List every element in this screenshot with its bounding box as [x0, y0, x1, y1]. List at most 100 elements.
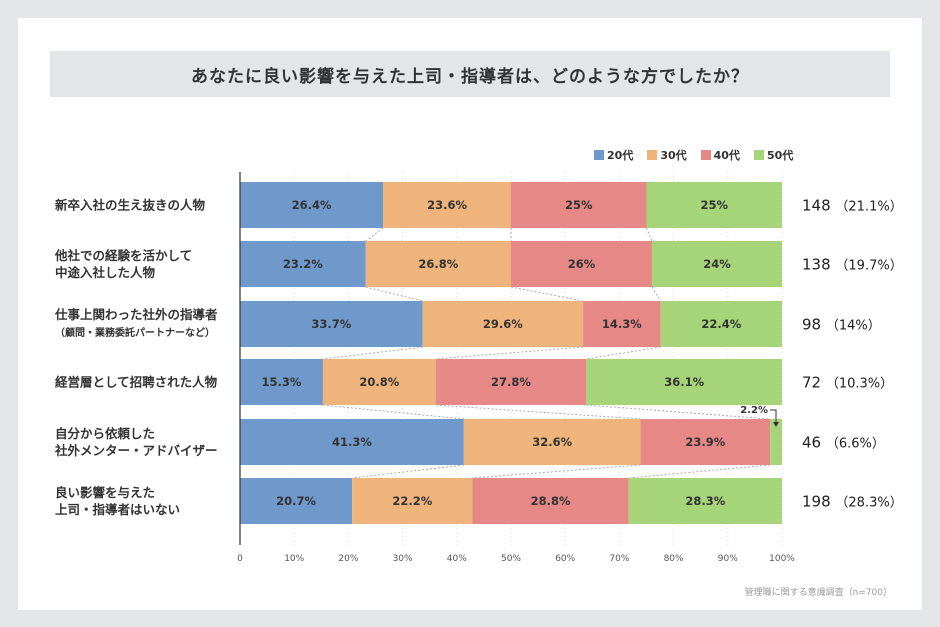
- connector-line: [472, 464, 641, 479]
- bar-segment: [240, 301, 423, 347]
- annotation-arrow: [770, 409, 777, 425]
- category-label: 他社での経験を活かして 中途入社した人物: [55, 248, 193, 280]
- legend: 20代 30代 40代 50代: [594, 147, 793, 163]
- legend-item: 50代: [753, 147, 794, 163]
- legend-item: 20代: [594, 147, 633, 163]
- bar-segment: [365, 241, 511, 287]
- data-label: 41.3%: [332, 435, 372, 449]
- connector-line: [435, 346, 584, 360]
- bar-segment: [628, 478, 782, 524]
- legend-swatch: [700, 150, 711, 160]
- category-total: 72 （10.3%）: [802, 373, 894, 392]
- x-tick-label: 0: [237, 554, 243, 564]
- data-label: 32.6%: [532, 435, 572, 449]
- legend-label: 50代: [766, 149, 794, 162]
- bar-segment: [651, 241, 782, 287]
- data-label: 27.8%: [491, 375, 531, 389]
- category-total: 198 （28.3%）: [802, 492, 903, 511]
- bar-segment: [660, 301, 782, 347]
- category-label: 仕事上関わった社外の指導者 （顧問・業務委託パートナーなど）: [55, 307, 218, 339]
- x-tick-label: 20%: [338, 554, 358, 564]
- data-label: 26.4%: [292, 198, 332, 212]
- connector-line: [365, 286, 423, 302]
- data-label: 33.7%: [311, 317, 351, 331]
- category-total: 148 （21.1%）: [802, 196, 903, 215]
- bar-segment: [322, 359, 436, 405]
- connector-line: [322, 404, 464, 420]
- data-label: 20.8%: [359, 375, 399, 389]
- bar-segment: [240, 419, 464, 465]
- data-label: 29.6%: [483, 317, 523, 331]
- data-label: 26%: [568, 257, 596, 271]
- bar-segment: [583, 301, 661, 347]
- data-label: 28.8%: [531, 494, 571, 508]
- x-tick-label: 30%: [393, 554, 413, 564]
- legend-swatch: [594, 150, 604, 160]
- bar-segment: [352, 478, 473, 524]
- legend-label: 40代: [713, 149, 740, 162]
- connector-line: [586, 346, 661, 360]
- legend-item: 40代: [700, 147, 740, 163]
- category-total: 138 （19.7%）: [802, 255, 903, 274]
- bar-segment: [646, 182, 782, 228]
- x-tick-label: 50%: [501, 554, 521, 564]
- legend-swatch: [753, 150, 764, 160]
- x-tick-label: 80%: [664, 554, 684, 564]
- chart-title: あなたに良い影響を与えた上司・指導者は、どのような方でしたか？: [50, 51, 890, 97]
- legend-swatch: [647, 150, 658, 160]
- data-label: 36.1%: [664, 375, 704, 389]
- connector-line: [651, 286, 662, 302]
- data-label: 15.3%: [262, 375, 302, 389]
- category-label: 経営層として招聘された人物: [55, 374, 218, 390]
- bar-segment: [511, 241, 652, 287]
- connector-line: [586, 404, 771, 420]
- data-label: 14.3%: [602, 317, 642, 331]
- source-note: 管理職に関する意識調査（n=700）: [744, 588, 892, 598]
- legend-item: 30代: [647, 147, 687, 163]
- connector-line: [365, 227, 384, 242]
- bar-segment: [240, 241, 366, 287]
- connector-line: [628, 464, 771, 479]
- category-label: 新卒入社の生え抜きの人物: [55, 197, 206, 213]
- data-label: 25%: [565, 198, 593, 212]
- bar-segment: [422, 301, 584, 347]
- x-tick-label: 90%: [718, 554, 738, 564]
- bar-segment: [463, 419, 641, 465]
- x-tick-label: 70%: [609, 554, 629, 564]
- x-tick-label: 40%: [447, 554, 467, 564]
- connector-line: [322, 346, 423, 360]
- bar-segment: [383, 182, 511, 228]
- data-label: 28.3%: [685, 494, 725, 508]
- data-label: 26.8%: [418, 257, 458, 271]
- x-tick-label: 100%: [769, 554, 795, 564]
- data-label: 2.2%: [740, 405, 768, 416]
- bar-segment: [770, 419, 782, 465]
- connector-line: [352, 464, 464, 479]
- connector-line: [510, 286, 584, 302]
- bar-segment: [511, 182, 647, 228]
- annotation-arrowhead: [773, 422, 779, 427]
- data-label: 23.2%: [283, 257, 323, 271]
- bar-segment: [472, 478, 629, 524]
- x-tick-label: 60%: [555, 554, 575, 564]
- connector-line: [646, 227, 653, 242]
- bar-segment: [240, 182, 384, 228]
- data-label: 22.2%: [392, 494, 432, 508]
- category-total: 46 （6.6%）: [802, 433, 885, 452]
- bar-segment: [435, 359, 587, 405]
- category-label: 良い影響を与えた 上司・指導者はいない: [55, 485, 181, 517]
- legend-label: 30代: [660, 149, 687, 162]
- data-label: 22.4%: [701, 317, 741, 331]
- connector-line: [435, 404, 641, 420]
- bar-segment: [240, 478, 353, 524]
- data-label: 23.9%: [685, 435, 725, 449]
- legend-label: 20代: [607, 149, 634, 162]
- data-label: 25%: [700, 198, 728, 212]
- data-label: 20.7%: [276, 494, 316, 508]
- data-label: 23.6%: [427, 198, 467, 212]
- x-tick-label: 10%: [284, 554, 304, 564]
- bar-segment: [586, 359, 782, 405]
- bar-segment: [640, 419, 771, 465]
- category-total: 98 （14%）: [802, 315, 881, 334]
